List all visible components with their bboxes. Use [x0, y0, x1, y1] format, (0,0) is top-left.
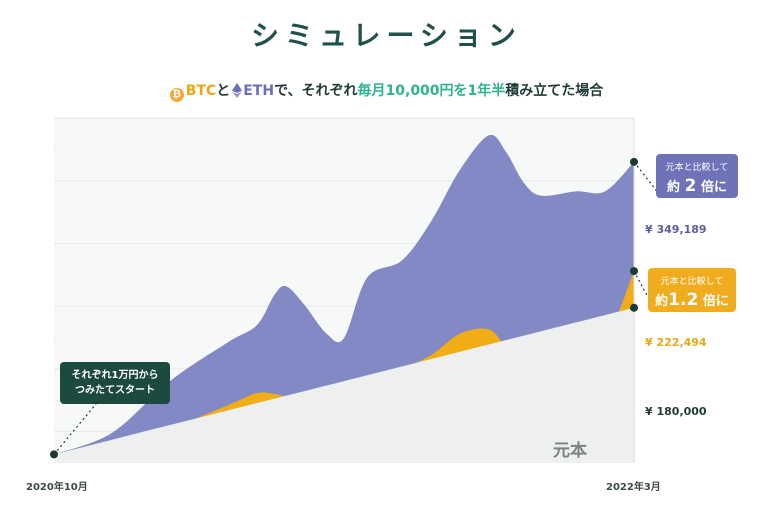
eth-end-marker: [630, 157, 638, 166]
btc-end-marker: [630, 267, 638, 276]
btc-callout-caption: 元本と比較して: [660, 277, 724, 287]
principal-end-value: ¥ 180,000: [645, 405, 707, 418]
ethereum-diamond-icon: [232, 83, 243, 98]
bitcoin-coin-icon: ₿: [169, 88, 184, 102]
chart-subtitle: ₿ BTCと ETHで、それぞれ毎月10,000円を1年半積み立てた場合: [0, 80, 773, 102]
subtitle-highlight: 毎月10,000円を1年半: [357, 83, 506, 99]
btc-multiple-value: 1.2: [668, 290, 699, 310]
eth-end-value: ¥ 349,189: [645, 223, 707, 236]
principal-end-marker: [630, 303, 638, 312]
subtitle-mid: で、それぞれ: [274, 83, 358, 99]
eth-label: ETH: [243, 83, 275, 99]
btc-label: BTC: [185, 83, 217, 99]
page-title: シミュレーション: [251, 19, 522, 52]
x-axis-end-label: 2022年3月: [606, 482, 661, 493]
start-point-marker: [50, 450, 58, 459]
principal-area-series: [54, 307, 634, 463]
principal-area-label: 元本: [553, 441, 587, 461]
btc-comparison-callout: 元本と比較して 約1.2 倍に: [648, 268, 736, 312]
eth-multiple-value: 2: [684, 176, 697, 196]
eth-callout-multiple-text: 約 2 倍に: [667, 176, 727, 196]
start-note-leader: [53, 403, 97, 455]
btc-callout-multiple-text: 約1.2 倍に: [655, 290, 729, 310]
eth-comparison-callout: 元本と比較して 約 2 倍に: [656, 154, 738, 198]
start-note-callout: それぞれ1万円から つみたてスタート: [60, 362, 170, 404]
subtitle-end: 積み立てた場合: [505, 83, 604, 99]
subtitle-and: と: [216, 83, 231, 99]
eth-callout-caption: 元本と比較して: [665, 163, 729, 173]
x-axis-start-label: 2020年10月: [26, 482, 88, 493]
btc-end-value: ¥ 222,494: [645, 336, 707, 349]
